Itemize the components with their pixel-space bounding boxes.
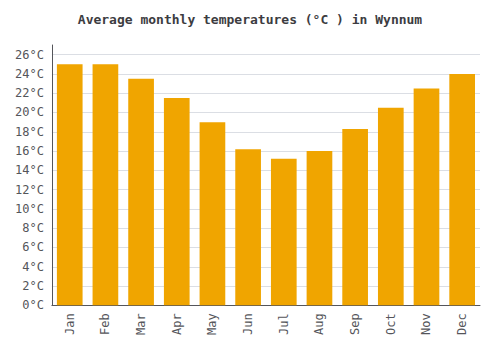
- svg-text:May: May: [205, 313, 219, 335]
- svg-text:Jun: Jun: [241, 313, 255, 335]
- svg-text:Jan: Jan: [63, 313, 77, 335]
- svg-text:Jul: Jul: [277, 313, 291, 335]
- svg-text:16°C: 16°C: [15, 144, 44, 158]
- svg-text:Dec: Dec: [455, 313, 469, 335]
- svg-text:Mar: Mar: [134, 313, 148, 335]
- svg-text:20°C: 20°C: [15, 105, 44, 119]
- svg-text:Average monthly temperatures (: Average monthly temperatures (°C ) in Wy…: [78, 12, 423, 27]
- svg-text:26°C: 26°C: [15, 48, 44, 62]
- svg-text:24°C: 24°C: [15, 67, 44, 81]
- svg-text:8°C: 8°C: [22, 221, 44, 235]
- svg-text:Aug: Aug: [312, 313, 326, 335]
- svg-text:4°C: 4°C: [22, 260, 44, 274]
- svg-text:Feb: Feb: [98, 313, 112, 335]
- svg-text:Apr: Apr: [170, 313, 184, 335]
- svg-text:Sep: Sep: [348, 313, 362, 335]
- svg-text:Oct: Oct: [384, 313, 398, 335]
- svg-text:18°C: 18°C: [15, 125, 44, 139]
- svg-text:12°C: 12°C: [15, 183, 44, 197]
- svg-text:22°C: 22°C: [15, 86, 44, 100]
- svg-text:6°C: 6°C: [22, 240, 44, 254]
- svg-text:10°C: 10°C: [15, 202, 44, 216]
- svg-text:Nov: Nov: [419, 313, 433, 335]
- svg-text:0°C: 0°C: [22, 298, 44, 312]
- svg-text:2°C: 2°C: [22, 279, 44, 293]
- svg-text:14°C: 14°C: [15, 163, 44, 177]
